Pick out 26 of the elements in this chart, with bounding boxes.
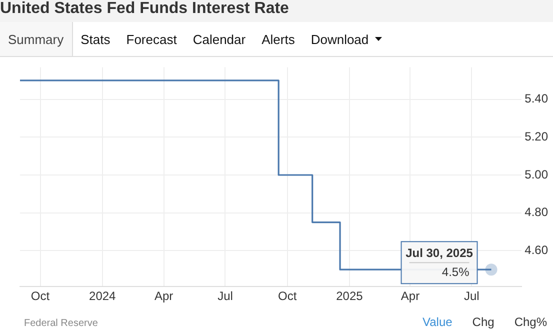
text: Forecast <box>126 32 177 46</box>
y-tick-label: 5.00 <box>524 167 548 182</box>
x-tick-label: Oct <box>30 289 50 304</box>
annotation: Jul 30, 2025 <box>406 246 474 260</box>
x-tick-label: Oct <box>278 289 298 304</box>
text: Alerts <box>262 32 295 46</box>
text: Calendar <box>192 32 246 46</box>
y-tick-label: 5.40 <box>524 92 548 106</box>
text: Chg% <box>514 315 547 329</box>
y-tick-label: 5.20 <box>524 129 548 144</box>
chart-title: United States Fed Funds Interest Rate <box>0 0 553 22</box>
x-tick-label: Apr <box>400 289 420 304</box>
x-tick-label: Jul <box>464 289 480 304</box>
text: Stats <box>80 32 110 46</box>
text: Download <box>310 32 369 46</box>
text: Summary <box>8 32 64 46</box>
y-tick-label: 4.60 <box>524 242 548 257</box>
text: Federal Reserve <box>24 318 98 329</box>
x-tick-label: Jul <box>218 289 233 304</box>
text: Value <box>422 315 452 329</box>
y-tick-label: 4.80 <box>524 205 548 220</box>
x-tick-label: Apr <box>154 289 174 304</box>
annotation: 4.5% <box>442 264 470 279</box>
x-tick-label: 2024 <box>89 289 116 304</box>
x-tick-label: 2025 <box>336 289 364 304</box>
text: Chg <box>472 315 494 329</box>
